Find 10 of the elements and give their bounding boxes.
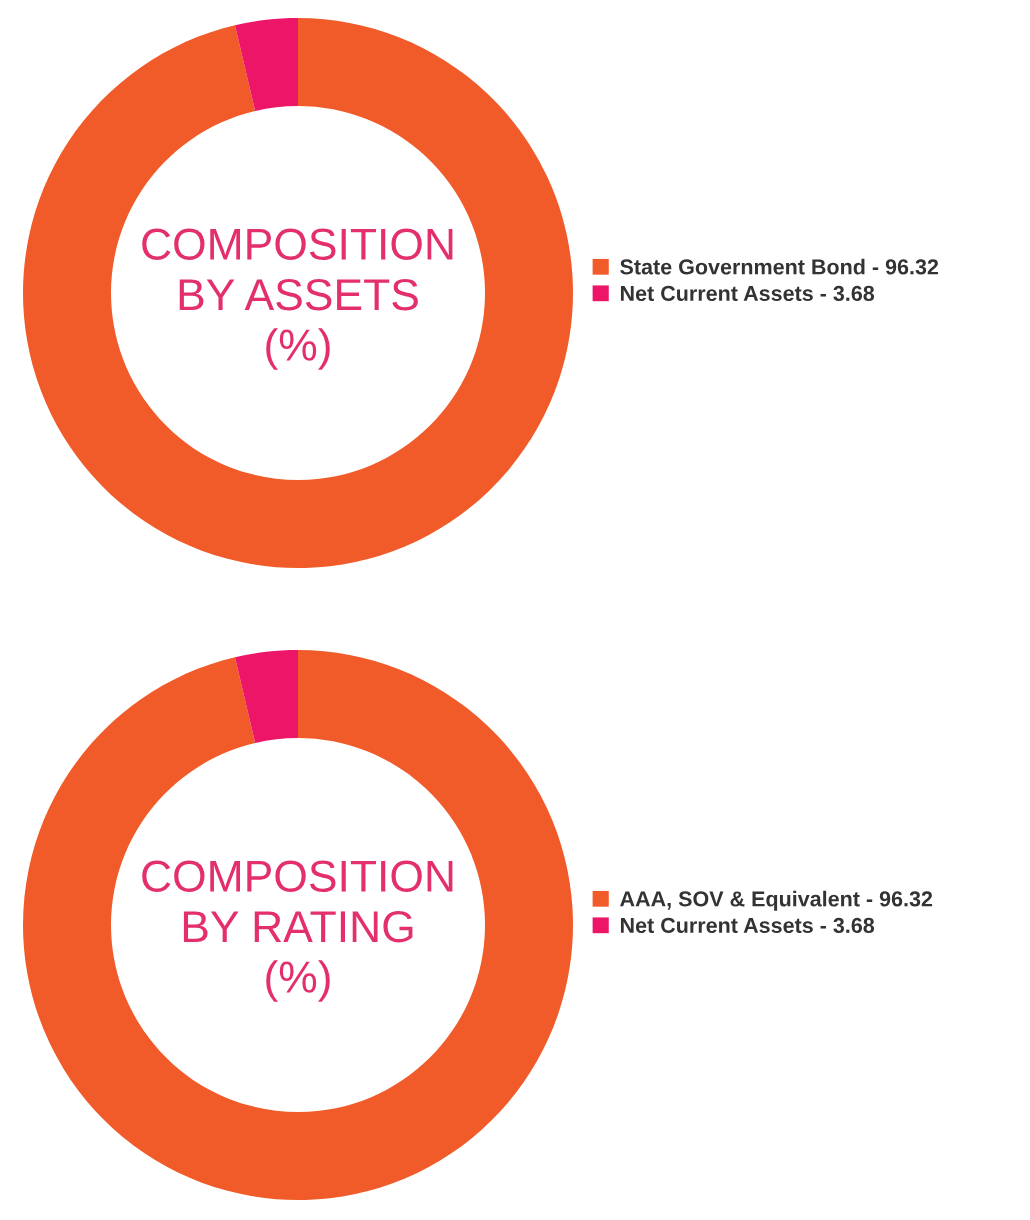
text: COMPOSITION BY ASSETS (%) bbox=[142, 228, 453, 370]
donut-slice bbox=[23, 650, 573, 1200]
donut-slice bbox=[234, 18, 298, 111]
text: COMPOSITION BY RATING (%) bbox=[142, 860, 453, 1002]
legend-label: AAA, SOV & Equivalent - 96.32 bbox=[620, 890, 933, 911]
donut-slice bbox=[234, 650, 298, 743]
legend-label: Net Current Assets - 3.68 bbox=[620, 285, 875, 302]
legend-label: State Government Bond - 96.32 bbox=[620, 258, 939, 275]
donut-slice bbox=[23, 18, 573, 568]
legend-label: Net Current Assets - 3.68 bbox=[620, 917, 875, 934]
